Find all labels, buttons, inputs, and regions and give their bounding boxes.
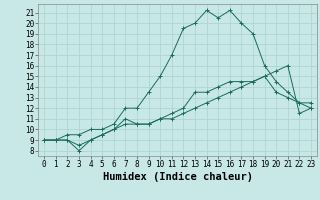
X-axis label: Humidex (Indice chaleur): Humidex (Indice chaleur) bbox=[103, 172, 252, 182]
